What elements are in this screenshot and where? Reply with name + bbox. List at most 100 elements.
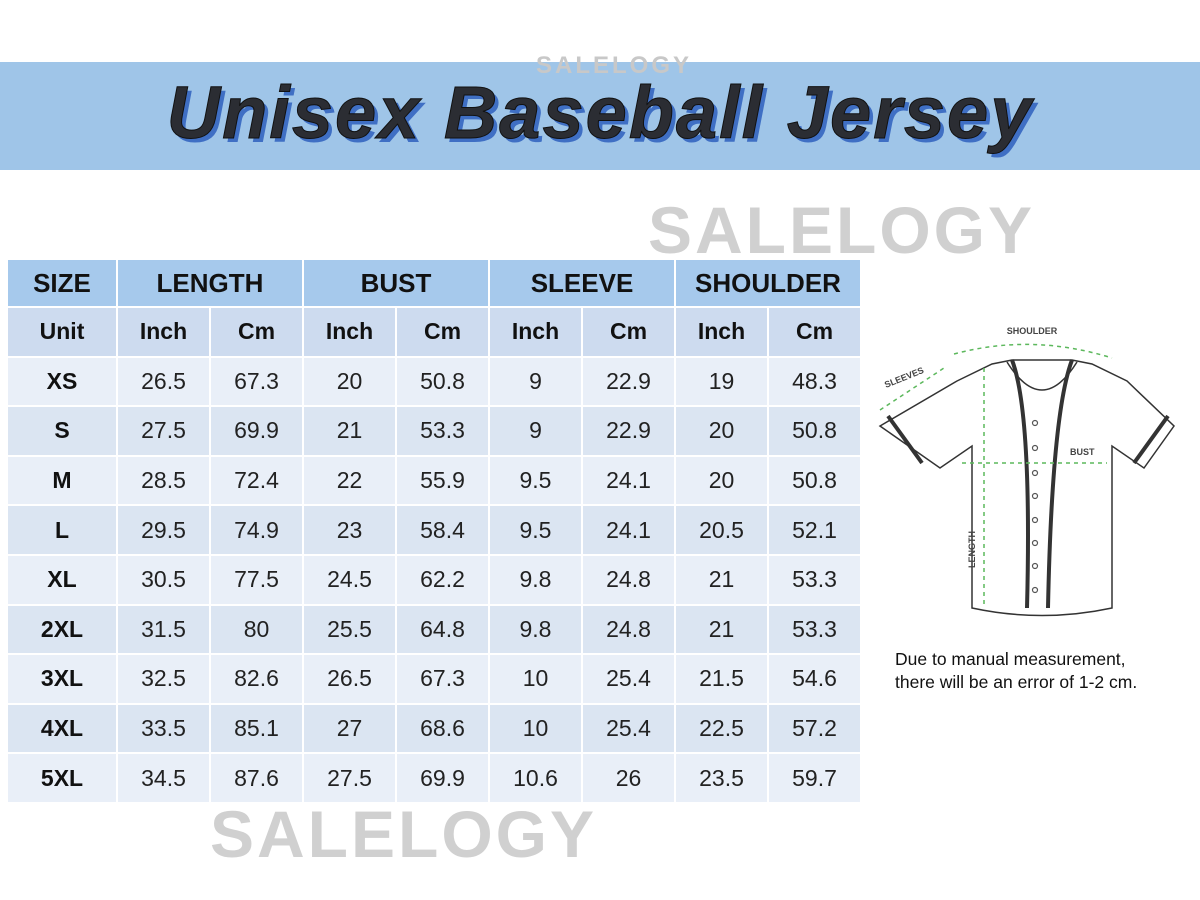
value-cell: 26.5 bbox=[118, 357, 209, 406]
note-line: there will be an error of 1-2 cm. bbox=[895, 672, 1138, 692]
value-cell: 26.5 bbox=[304, 655, 395, 703]
table-row: L 29.5 74.9 23 58.4 9.5 24.1 20.5 52.1 bbox=[8, 506, 860, 554]
value-cell: 62.2 bbox=[397, 555, 488, 604]
sleeves-label: SLEEVES bbox=[883, 365, 925, 390]
unit-cell: Inch bbox=[118, 308, 209, 356]
shoulder-label: SHOULDER bbox=[1007, 326, 1058, 336]
value-cell: 67.3 bbox=[397, 655, 488, 703]
watermark: SALELOGY bbox=[648, 193, 1036, 267]
value-cell: 21 bbox=[304, 407, 395, 455]
table-row: S 27.5 69.9 21 53.3 9 22.9 20 50.8 bbox=[8, 407, 860, 455]
value-cell: 21.5 bbox=[676, 655, 767, 703]
header-bust: BUST bbox=[304, 260, 488, 306]
value-cell: 26 bbox=[583, 754, 674, 802]
value-cell: 58.4 bbox=[397, 506, 488, 554]
table-row: XS 26.5 67.3 20 50.8 9 22.9 19 48.3 bbox=[8, 357, 860, 406]
jersey-diagram: SHOULDER SLEEVES BUST LENGTH bbox=[878, 326, 1175, 617]
value-cell: 23 bbox=[304, 506, 395, 554]
unit-cell: Inch bbox=[304, 308, 395, 356]
value-cell: 9.5 bbox=[490, 506, 581, 554]
unit-cell: Inch bbox=[676, 308, 767, 356]
unit-cell: Cm bbox=[769, 308, 860, 356]
value-cell: 20 bbox=[304, 357, 395, 406]
value-cell: 27.5 bbox=[118, 407, 209, 455]
value-cell: 10 bbox=[490, 704, 581, 753]
value-cell: 52.1 bbox=[769, 506, 860, 554]
value-cell: 34.5 bbox=[118, 754, 209, 802]
table-row: XL 30.5 77.5 24.5 62.2 9.8 24.8 21 53.3 bbox=[8, 555, 860, 604]
value-cell: 72.4 bbox=[211, 456, 302, 505]
unit-row: Unit Inch Cm Inch Cm Inch Cm Inch Cm bbox=[8, 308, 860, 356]
value-cell: 22.9 bbox=[583, 357, 674, 406]
unit-cell: Unit bbox=[8, 308, 116, 356]
size-cell: 5XL bbox=[8, 754, 116, 802]
title-banner bbox=[0, 62, 1200, 170]
value-cell: 77.5 bbox=[211, 555, 302, 604]
value-cell: 22 bbox=[304, 456, 395, 505]
unit-cell: Cm bbox=[211, 308, 302, 356]
size-cell: 3XL bbox=[8, 655, 116, 703]
value-cell: 59.7 bbox=[769, 754, 860, 802]
size-cell: 4XL bbox=[8, 704, 116, 753]
header-row: SIZE LENGTH BUST SLEEVE SHOULDER bbox=[8, 260, 860, 306]
value-cell: 82.6 bbox=[211, 655, 302, 703]
value-cell: 25.4 bbox=[583, 704, 674, 753]
table-row: 2XL 31.5 80 25.5 64.8 9.8 24.8 21 53.3 bbox=[8, 605, 860, 654]
value-cell: 24.5 bbox=[304, 555, 395, 604]
unit-cell: Inch bbox=[490, 308, 581, 356]
value-cell: 22.5 bbox=[676, 704, 767, 753]
header-size: SIZE bbox=[8, 260, 116, 306]
value-cell: 9.5 bbox=[490, 456, 581, 505]
bust-label: BUST bbox=[1070, 447, 1095, 457]
value-cell: 53.3 bbox=[769, 605, 860, 654]
table-row: 5XL 34.5 87.6 27.5 69.9 10.6 26 23.5 59.7 bbox=[8, 754, 860, 802]
value-cell: 27.5 bbox=[304, 754, 395, 802]
table-row: 4XL 33.5 85.1 27 68.6 10 25.4 22.5 57.2 bbox=[8, 704, 860, 753]
value-cell: 87.6 bbox=[211, 754, 302, 802]
value-cell: 23.5 bbox=[676, 754, 767, 802]
value-cell: 10 bbox=[490, 655, 581, 703]
value-cell: 85.1 bbox=[211, 704, 302, 753]
value-cell: 21 bbox=[676, 605, 767, 654]
value-cell: 22.9 bbox=[583, 407, 674, 455]
value-cell: 21 bbox=[676, 555, 767, 604]
value-cell: 30.5 bbox=[118, 555, 209, 604]
buttons bbox=[1031, 419, 1039, 594]
value-cell: 50.8 bbox=[397, 357, 488, 406]
page-title: Unisex Baseball Jersey bbox=[166, 71, 1034, 155]
value-cell: 31.5 bbox=[118, 605, 209, 654]
value-cell: 24.8 bbox=[583, 605, 674, 654]
value-cell: 9.8 bbox=[490, 605, 581, 654]
value-cell: 20 bbox=[676, 407, 767, 455]
value-cell: 20 bbox=[676, 456, 767, 505]
size-cell: XS bbox=[8, 357, 116, 406]
value-cell: 29.5 bbox=[118, 506, 209, 554]
value-cell: 25.5 bbox=[304, 605, 395, 654]
value-cell: 80 bbox=[211, 605, 302, 654]
size-cell: L bbox=[8, 506, 116, 554]
size-cell: XL bbox=[8, 555, 116, 604]
size-cell: 2XL bbox=[8, 605, 116, 654]
value-cell: 24.8 bbox=[583, 555, 674, 604]
table-row: M 28.5 72.4 22 55.9 9.5 24.1 20 50.8 bbox=[8, 456, 860, 505]
value-cell: 69.9 bbox=[397, 754, 488, 802]
header-shoulder: SHOULDER bbox=[676, 260, 860, 306]
value-cell: 33.5 bbox=[118, 704, 209, 753]
unit-cell: Cm bbox=[583, 308, 674, 356]
size-cell: S bbox=[8, 407, 116, 455]
note-line: Due to manual measurement, bbox=[895, 649, 1126, 669]
value-cell: 67.3 bbox=[211, 357, 302, 406]
size-chart-table: SIZE LENGTH BUST SLEEVE SHOULDER Unit Inc… bbox=[6, 258, 862, 804]
value-cell: 24.1 bbox=[583, 506, 674, 554]
value-cell: 9.8 bbox=[490, 555, 581, 604]
measurement-note: Due to manual measurement, there will be… bbox=[895, 648, 1137, 694]
value-cell: 74.9 bbox=[211, 506, 302, 554]
value-cell: 19 bbox=[676, 357, 767, 406]
value-cell: 50.8 bbox=[769, 456, 860, 505]
size-cell: M bbox=[8, 456, 116, 505]
value-cell: 28.5 bbox=[118, 456, 209, 505]
table-row: 3XL 32.5 82.6 26.5 67.3 10 25.4 21.5 54.6 bbox=[8, 655, 860, 703]
value-cell: 55.9 bbox=[397, 456, 488, 505]
header-length: LENGTH bbox=[118, 260, 302, 306]
value-cell: 9 bbox=[490, 407, 581, 455]
